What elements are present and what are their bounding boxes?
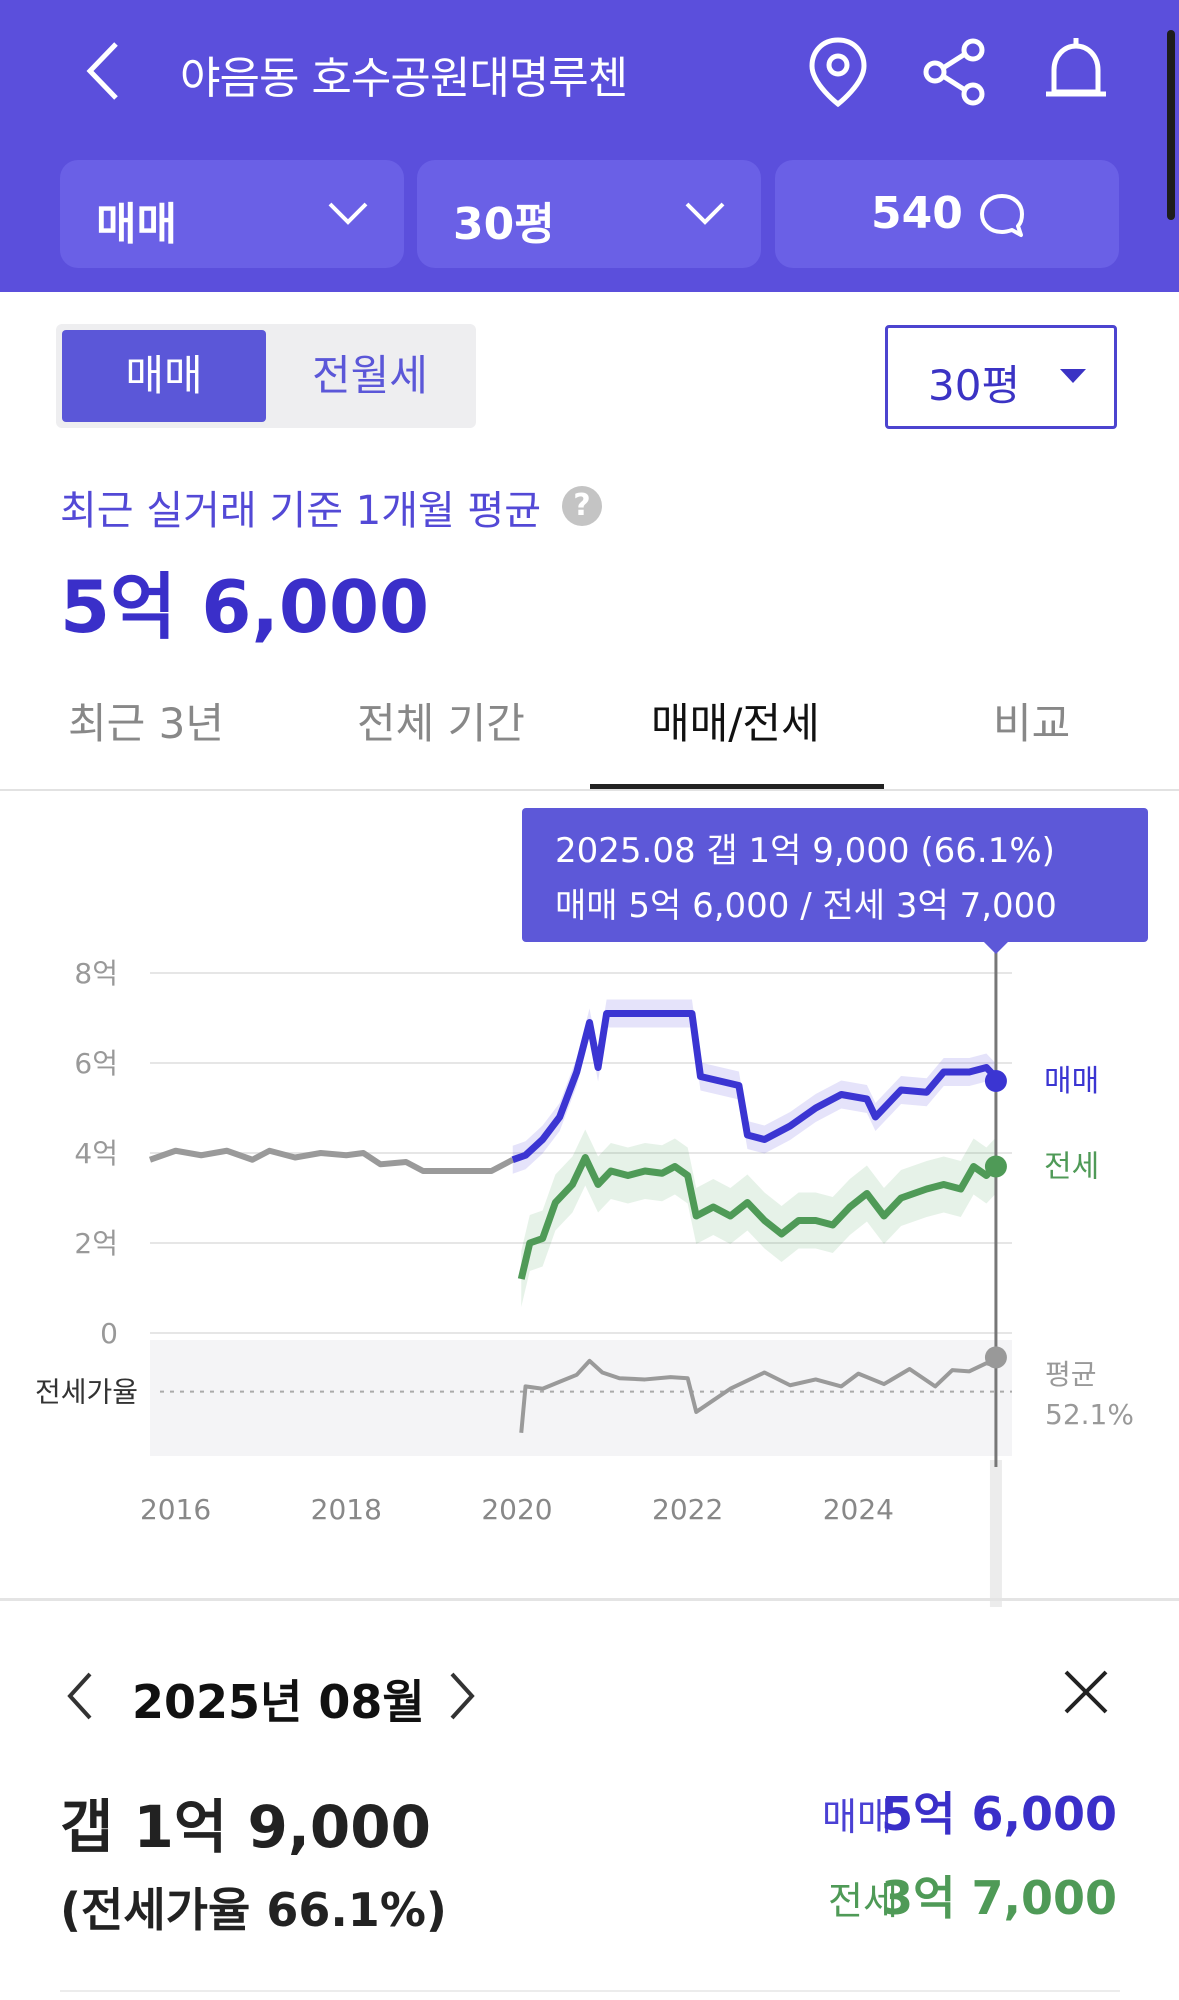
jeonse-price-label: 전세 — [828, 1879, 898, 1923]
avg-label: 최근 실거래 기준 1개월 평균 — [60, 488, 542, 534]
active-tab-indicator — [590, 784, 884, 789]
trade-type-dropdown[interactable]: 매매 — [60, 160, 404, 268]
map-pin-icon[interactable] — [798, 32, 878, 112]
comments-button[interactable]: 540 — [775, 160, 1119, 268]
bottom-divider — [60, 1990, 1120, 1992]
y-tick-label: 8억 — [74, 957, 118, 990]
sale-marker — [984, 1070, 1007, 1092]
tab-sale-jeonse[interactable]: 매매/전세 — [651, 699, 820, 748]
page-title: 야음동 호수공원대명루첸 — [180, 53, 628, 104]
app-header: 야음동 호수공원대명루첸 매매 30평 540 — [0, 0, 1179, 292]
tab-all-period[interactable]: 전체 기간 — [357, 699, 525, 748]
ratio-marker — [984, 1346, 1007, 1369]
tab-compare[interactable]: 비교 — [993, 699, 1071, 748]
bell-icon[interactable] — [1036, 32, 1116, 112]
chevron-down-icon — [685, 202, 725, 225]
x-tick-label: 2016 — [140, 1493, 211, 1526]
price-chart[interactable]: 8억 6억 4억 2억 0 2016 2018 2020 2022 2024 전세가율 평균 52.1%… — [0, 792, 1179, 1607]
jeonse-marker — [984, 1155, 1007, 1178]
cursor-track — [989, 1460, 1002, 1607]
ratio-label: 전세가율 — [35, 1376, 138, 1409]
sale-line — [511, 1010, 998, 1164]
jeonse-ratio: (전세가율 66.1%) — [60, 1883, 447, 1937]
sale-price-label: 매매 — [822, 1795, 892, 1839]
segment-rent[interactable]: 전월세 — [312, 351, 428, 400]
ratio-avg-value: 52.1% — [1045, 1398, 1134, 1431]
x-tick-label: 2020 — [481, 1493, 552, 1526]
y-tick-label: 6억 — [74, 1047, 118, 1080]
y-tick-label: 2억 — [74, 1227, 118, 1260]
share-icon[interactable] — [915, 32, 995, 112]
tooltip-line-2: 매매 5억 6,000 / 전세 3억 7,000 — [555, 886, 1057, 926]
chevron-down-icon — [328, 202, 368, 225]
caret-down-icon — [1060, 369, 1086, 383]
y-tick-label: 0 — [100, 1317, 118, 1350]
next-month-icon[interactable] — [444, 1668, 480, 1724]
ratio-band — [150, 1340, 1012, 1456]
speech-bubble-icon — [980, 194, 1024, 237]
jeonse-line — [517, 1154, 998, 1280]
jeonse-price-value: 3억 7,000 — [881, 1871, 1117, 1925]
x-tick-label: 2022 — [652, 1493, 723, 1526]
tooltip-line-1: 2025.08 갭 1억 9,000 (66.1%) — [555, 831, 1055, 871]
tab-divider — [0, 789, 1179, 791]
sale-price-value: 5억 6,000 — [881, 1787, 1117, 1841]
ratio-avg-label: 평균 — [1045, 1358, 1097, 1391]
jeonse-series-label: 전세 — [1044, 1150, 1099, 1185]
selected-date: 2025년 08월 — [132, 1675, 425, 1729]
back-arrow-icon[interactable] — [80, 36, 130, 106]
size-dropdown[interactable]: 30평 — [417, 160, 761, 268]
sale-history-line — [149, 1147, 515, 1174]
x-tick-label: 2018 — [311, 1493, 382, 1526]
x-tick-label: 2024 — [823, 1493, 894, 1526]
size-label: 30평 — [453, 199, 555, 250]
trade-segment-control: 매매 전월세 — [56, 324, 476, 428]
tooltip-pointer — [983, 942, 1008, 954]
size-select[interactable]: 30평 — [885, 325, 1117, 429]
avg-value: 5억 6,000 — [60, 565, 430, 649]
ratio-line — [519, 1358, 996, 1433]
y-tick-label: 4억 — [74, 1137, 118, 1170]
prev-month-icon[interactable] — [62, 1668, 98, 1724]
sale-series-label: 매매 — [1044, 1064, 1099, 1099]
size-select-label: 30평 — [928, 361, 1021, 410]
trade-type-label: 매매 — [96, 199, 177, 250]
close-icon[interactable] — [1060, 1666, 1112, 1718]
tab-recent-3y[interactable]: 최근 3년 — [68, 699, 224, 748]
help-icon[interactable]: ? — [562, 486, 602, 526]
segment-sale[interactable]: 매매 — [62, 330, 266, 422]
chart-divider — [0, 1598, 1179, 1601]
gap-value: 갭 1억 9,000 — [60, 1793, 431, 1861]
comment-count: 540 — [871, 188, 963, 239]
tooltip-box — [522, 808, 1148, 942]
scrollbar-thumb[interactable] — [1167, 30, 1175, 220]
